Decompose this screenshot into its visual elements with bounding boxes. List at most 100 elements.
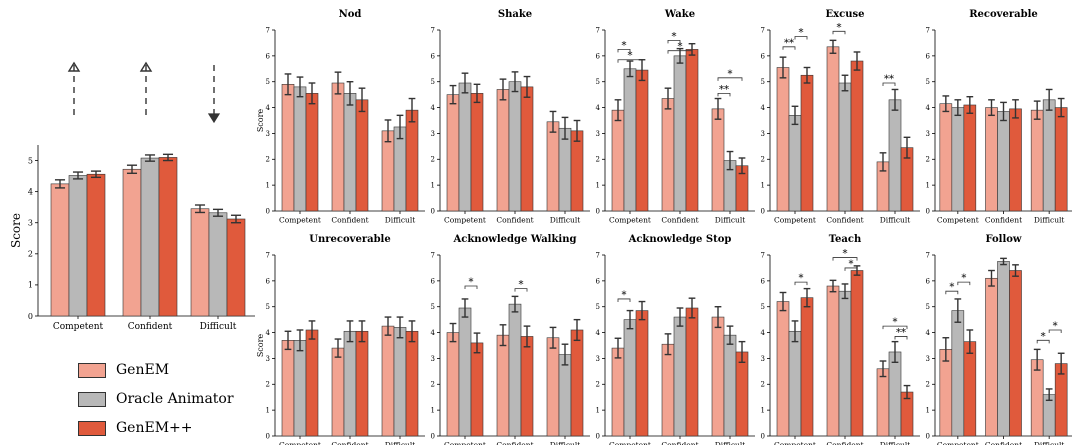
- x-tick-label-confident: Confident: [128, 322, 173, 332]
- significance-bracket: [957, 281, 971, 286]
- chart-panel-summary: 0 1 2 3 4 5 Score Competent Confident Difficult: [9, 61, 255, 332]
- y-tick-label: 5: [266, 303, 270, 311]
- chart-panel-acknowledge-walking: 0 1 2 3 4 5 6 7 Acknowledge Walking Competent Conf…: [431, 234, 590, 445]
- y-tick-label: 5: [596, 78, 600, 86]
- significance-label: *: [622, 290, 627, 301]
- y-tick-label: 1: [431, 407, 435, 415]
- x-tick-label-competent: Competent: [53, 322, 104, 332]
- significance-label: *: [728, 69, 733, 80]
- y-tick-label: 6: [761, 52, 766, 60]
- chart-title: Follow: [985, 234, 1021, 245]
- significance-bracket: [1036, 339, 1050, 344]
- y-tick-label: 5: [596, 303, 600, 311]
- significance-label: **: [784, 38, 794, 49]
- y-tick-label: 2: [596, 381, 600, 389]
- y-tick-label: 1: [926, 182, 930, 190]
- x-tick-label-difficult: Difficult: [550, 216, 581, 225]
- chart-panel-unrecoverable: 0 1 2 3 4 5 6 7 Score Unrecoverable Competent Confi…: [256, 234, 425, 445]
- y-tick-label: 2: [28, 250, 33, 259]
- bar-genem-confident: [496, 89, 510, 212]
- y-tick-label: 4: [596, 329, 601, 337]
- y-tick-label: 0: [431, 432, 435, 440]
- bar-genempp-difficult: [405, 109, 419, 212]
- chart-title: Unrecoverable: [309, 234, 390, 245]
- bar-genempp-difficult: [570, 329, 584, 437]
- significance-bracket: [794, 281, 808, 286]
- y-tick-label: 6: [431, 52, 436, 60]
- bar-oracle-animator-confident: [343, 93, 357, 212]
- bar-genem-confident: [826, 46, 840, 212]
- x-tick-label-confident: Confident: [661, 216, 698, 225]
- bar-oracle-animator-competent: [623, 319, 637, 437]
- x-tick-label-confident: Confident: [826, 441, 863, 446]
- y-tick-label: 2: [926, 381, 930, 389]
- bar-oracle-animator-difficult: [723, 334, 737, 437]
- y-tick-label: 6: [266, 52, 271, 60]
- significance-label: **: [719, 84, 729, 95]
- y-tick-label: 6: [761, 277, 766, 285]
- bar-oracle-animator-confident: [838, 82, 852, 212]
- y-tick-label: 6: [596, 52, 601, 60]
- chart-panel-follow: 0 1 2 3 4 5 6 7 Follow Competent Confident Difficul…: [926, 234, 1072, 445]
- y-axis-label: Score: [256, 334, 265, 358]
- bar-genempp-competent: [86, 173, 106, 317]
- bar-genempp-confident: [685, 307, 699, 437]
- x-tick-label-competent: Competent: [279, 216, 321, 225]
- y-tick-label: 3: [761, 355, 765, 363]
- bar-genempp-competent: [305, 93, 319, 212]
- bar-genempp-difficult: [1054, 107, 1068, 212]
- bar-genempp-competent: [470, 93, 484, 212]
- significance-bracket: [794, 36, 808, 40]
- bar-genempp-difficult: [570, 130, 584, 212]
- significance-label: *: [1041, 331, 1046, 342]
- significance-label: *: [837, 22, 842, 33]
- bar-genem-difficult: [381, 130, 395, 212]
- x-tick-label-difficult: Difficult: [1034, 441, 1065, 446]
- bar-genem-difficult: [546, 337, 560, 437]
- legend-label-genem-plus-plus: GenEM++: [116, 420, 193, 436]
- y-tick-label: 0: [926, 207, 930, 215]
- bar-oracle-animator-difficult: [558, 127, 572, 212]
- bar-oracle-animator-difficult: [208, 212, 228, 317]
- significance-label: *: [799, 27, 804, 38]
- legend-swatch-oracle-animator: [78, 391, 106, 407]
- y-tick-label: 6: [431, 277, 436, 285]
- bar-genem-difficult: [381, 325, 395, 437]
- chart-title: Acknowledge Stop: [628, 234, 732, 245]
- y-tick-label: 0: [266, 432, 270, 440]
- significance-bracket: [832, 257, 858, 261]
- x-tick-label-confident: Confident: [985, 441, 1022, 446]
- y-tick-label: 4: [431, 104, 436, 112]
- y-tick-label: 7: [926, 251, 930, 259]
- bar-genempp-confident: [355, 330, 369, 437]
- legend-item-oracle-animator: Oracle Animator: [78, 389, 258, 409]
- bar-oracle-animator-confident: [997, 111, 1010, 212]
- bar-genem-confident: [826, 285, 840, 437]
- y-tick-label: 3: [28, 219, 33, 228]
- chart-panel-acknowledge-stop: 0 1 2 3 4 5 6 7 Acknowledge Stop Competent Confide…: [596, 234, 755, 445]
- chart-title: Nod: [339, 9, 362, 20]
- significance-label: *: [949, 282, 954, 293]
- significance-label: *: [893, 317, 898, 328]
- y-tick-label: 0: [596, 432, 600, 440]
- bar-genem-confident: [331, 347, 345, 437]
- bar-oracle-animator-confident: [508, 303, 522, 437]
- x-tick-label-confident: Confident: [496, 216, 533, 225]
- y-tick-label: 1: [28, 281, 33, 290]
- y-axis-label: Score: [9, 213, 23, 248]
- y-tick-label: 4: [596, 104, 601, 112]
- chart-panel-shake: 0 1 2 3 4 5 6 7 Shake Competent Confident Difficult: [431, 9, 590, 225]
- y-tick-label: 5: [431, 78, 435, 86]
- legend-label-genem: GenEM: [116, 362, 170, 378]
- bar-genem-competent: [446, 94, 460, 212]
- y-tick-label: 4: [926, 329, 931, 337]
- significance-bracket: [1048, 329, 1062, 333]
- y-tick-label: 7: [596, 26, 600, 34]
- y-tick-label: 6: [596, 277, 601, 285]
- bar-genem-competent: [939, 103, 953, 212]
- significance-bracket: [882, 325, 908, 330]
- bar-genempp-confident: [520, 336, 534, 437]
- y-tick-label: 0: [761, 207, 765, 215]
- x-tick-label-difficult: Difficult: [200, 322, 237, 332]
- significance-label: *: [799, 273, 804, 284]
